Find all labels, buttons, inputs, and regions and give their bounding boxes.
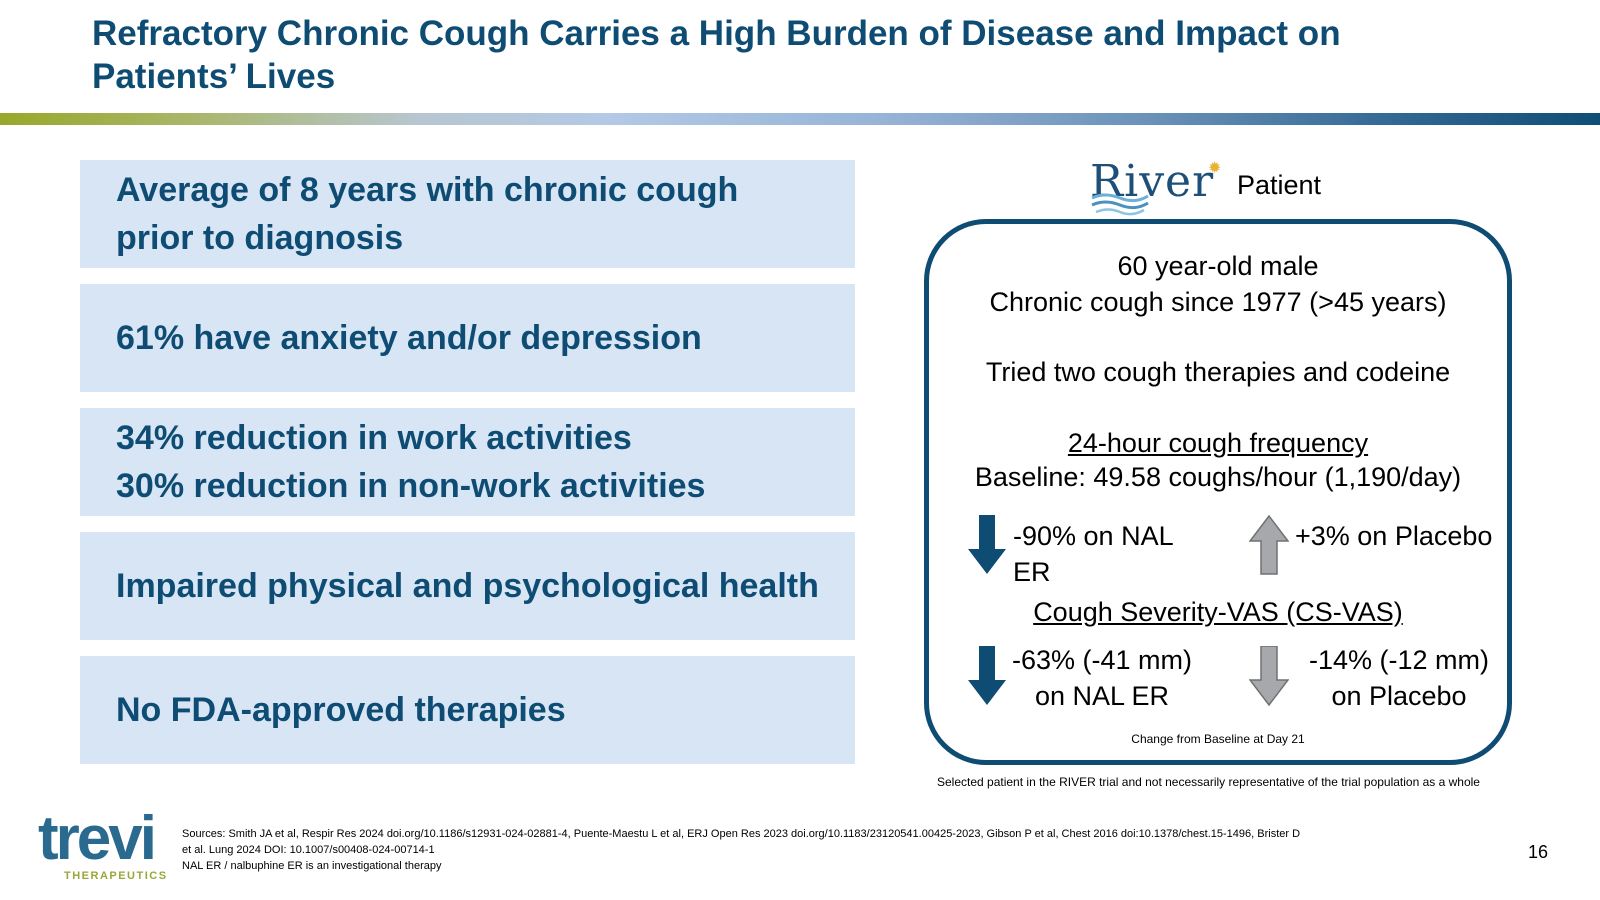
patient-label: Patient [1237, 170, 1322, 200]
wave-icon [1091, 193, 1149, 216]
severity-placebo: -14% (-12 mm) on Placebo [1299, 642, 1499, 714]
severity-nal-er: -63% (-41 mm) on NAL ER [1007, 642, 1197, 714]
severity-nal-er-value: -63% (-41 mm) [1011, 645, 1193, 675]
page-number: 16 [1528, 842, 1549, 862]
slide-title-line: Refractory Chronic Cough Carries a High … [92, 14, 1341, 53]
stat-box-impaired-health: Impaired physical and psychological heal… [80, 532, 855, 640]
patient-card: 60 year-old male Chronic cough since 197… [924, 219, 1512, 765]
frequency-baseline: Baseline: 49.58 coughs/hour (1,190/day) [974, 462, 1462, 492]
stat-box-diagnosis-delay: Average of 8 years with chronic cough pr… [80, 160, 855, 268]
trevi-logo: trevi THERAPEUTICS [38, 808, 168, 886]
sources-line: et al. Lung 2024 DOI: 10.1007/s00408-024… [182, 844, 435, 856]
sun-icon: ✹ [1208, 160, 1222, 177]
stat-text: Impaired physical and psychological heal… [116, 567, 819, 605]
river-logo-text: River [1090, 156, 1215, 207]
patient-disclaimer: Selected patient in the RIVER trial and … [937, 775, 1480, 789]
trevi-logo-subtext: THERAPEUTICS [64, 870, 168, 882]
sources-line: Sources: Smith JA et al, Respir Res 2024… [182, 828, 1301, 840]
patient-cough-history: Chronic cough since 1977 (>45 years) [989, 287, 1447, 317]
river-logo: River ✹ [1090, 156, 1230, 216]
stat-text: 30% reduction in non-work activities [116, 467, 706, 505]
card-footnote: Change from Baseline at Day 21 [1131, 732, 1305, 746]
sources-footnote: Sources: Smith JA et al, Respir Res 2024… [182, 826, 1422, 874]
stat-text: Average of 8 years with chronic cough [116, 171, 739, 209]
stat-box-activity-reduction: 34% reduction in work activities 30% red… [80, 408, 855, 516]
investigational-note: NAL ER / nalbuphine ER is an investigati… [182, 860, 442, 872]
severity-heading: Cough Severity-VAS (CS-VAS) [1033, 597, 1403, 627]
frequency-heading: 24-hour cough frequency [1067, 428, 1369, 458]
arrow-down-icon [968, 646, 1006, 705]
patient-age: 60 year-old male [1117, 251, 1319, 281]
stat-text: 61% have anxiety and/or depression [116, 319, 702, 357]
stat-box-no-therapies: No FDA-approved therapies [80, 656, 855, 764]
stat-box-anxiety: 61% have anxiety and/or depression [80, 284, 855, 392]
severity-placebo-value: -14% (-12 mm) [1308, 645, 1490, 675]
stat-text: 34% reduction in work activities [116, 419, 632, 457]
slide-title: Refractory Chronic Cough Carries a High … [92, 12, 1492, 98]
arrow-down-icon [968, 515, 1006, 574]
stat-text: prior to diagnosis [116, 219, 404, 257]
stat-text: No FDA-approved therapies [116, 691, 566, 729]
frequency-nal-er: -90% on NAL ER [1013, 521, 1173, 587]
patient-prior-therapies: Tried two cough therapies and codeine [985, 357, 1451, 387]
trevi-logo-text: trevi [38, 804, 157, 873]
title-gradient-divider [0, 113, 1600, 125]
severity-nal-er-label: on NAL ER [1034, 681, 1170, 711]
severity-placebo-label: on Placebo [1331, 681, 1467, 711]
slide-title-line: Patients’ Lives [92, 57, 336, 96]
arrow-up-icon [1249, 515, 1289, 575]
frequency-placebo: +3% on Placebo [1295, 521, 1493, 551]
arrow-down-icon [1249, 646, 1289, 706]
